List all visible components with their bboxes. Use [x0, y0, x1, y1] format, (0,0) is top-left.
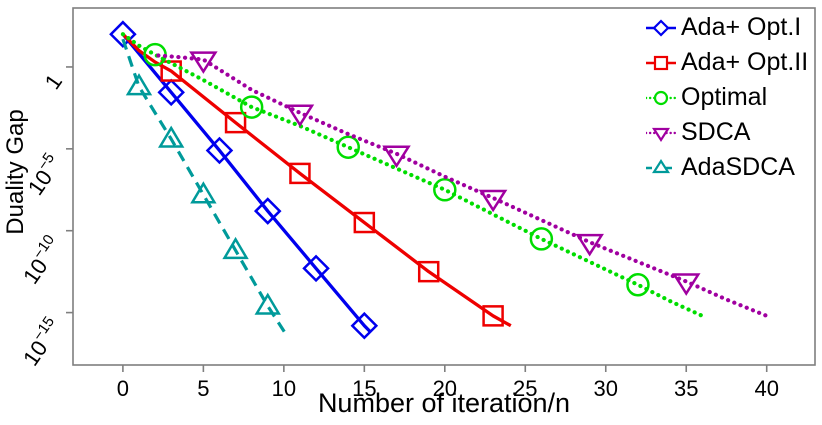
triangle-down-marker [382, 145, 411, 169]
series-optimal [120, 32, 705, 318]
triangle-down-marker [575, 233, 604, 257]
y-axis-title: Duality Gap [2, 109, 29, 235]
triangle-up-marker [157, 125, 185, 148]
series-line-ada-opt-i [121, 33, 372, 334]
circle-marker [433, 178, 457, 202]
legend-label: AdaSDCA [681, 153, 795, 181]
diamond-marker [350, 311, 379, 340]
legend-item-ada-opt-i: Ada+ Opt.I [646, 12, 808, 43]
legend-item-optimal: Optimal [646, 82, 808, 113]
series-line-sdca [156, 53, 769, 318]
triangle-up-marker [222, 236, 249, 260]
square-marker [289, 162, 311, 185]
legend-item-ada-opt-ii: Ada+ Opt.II [646, 47, 808, 78]
x-tick-label: 15 [352, 376, 376, 401]
x-tick-label: 40 [754, 376, 778, 401]
series-ada-opt-i [109, 20, 379, 340]
diamond-marker [109, 20, 137, 48]
series-adasdca [121, 38, 288, 336]
triangle-down-legend-icon [646, 127, 676, 142]
series-line-optimal [120, 32, 705, 318]
plot-frame [72, 7, 816, 366]
diamond-marker [253, 197, 282, 225]
diamond-marker [157, 78, 185, 107]
circle-marker [529, 227, 554, 251]
square-marker [224, 111, 247, 134]
x-axis-ticks: 0 5 10 15 20 25 30 35 40 [117, 365, 779, 401]
triangle-up-marker [125, 73, 153, 96]
legend-label: Ada+ Opt.II [681, 48, 809, 76]
circle-marker [239, 95, 264, 119]
triangle-down-marker [478, 189, 508, 213]
x-tick-label: 30 [594, 376, 618, 401]
series-ada-opt-ii [121, 33, 512, 328]
triangle-down-marker [671, 273, 701, 296]
y-tick-label: 10−15 [16, 313, 68, 370]
x-tick-label: 35 [674, 376, 698, 401]
diamond-legend-icon [646, 18, 676, 37]
legend-label: SDCA [681, 118, 751, 146]
x-tick-label: 25 [513, 376, 537, 401]
square-marker [417, 260, 440, 283]
legend-item-adasdca: AdaSDCA [646, 152, 808, 183]
series-sdca [156, 51, 769, 318]
diamond-marker [205, 136, 234, 165]
circle-legend-icon [646, 90, 676, 105]
triangle-down-marker [285, 104, 315, 128]
series-line-ada-opt-ii [121, 33, 512, 328]
x-tick-label: 5 [197, 376, 209, 401]
legend: Ada+ Opt.I Ada+ Opt.II Optimal SDCA AdaSDCA [646, 12, 808, 187]
legend-item-sdca: SDCA [646, 117, 808, 148]
circle-marker [336, 135, 360, 159]
triangle-up-marker [190, 181, 217, 204]
square-marker [482, 305, 504, 327]
legend-label: Optimal [681, 83, 768, 111]
triangle-up-legend-icon [646, 158, 676, 173]
x-axis-title: Number of iteration/n [317, 388, 571, 418]
x-tick-label: 0 [117, 376, 129, 401]
y-tick-label: 10−10 [16, 232, 68, 289]
legend-label: Ada+ Opt.I [681, 13, 802, 41]
triangle-up-marker [254, 292, 281, 315]
square-marker [160, 60, 182, 82]
x-tick-label: 10 [272, 376, 296, 401]
square-legend-icon [646, 55, 676, 70]
square-marker [353, 211, 376, 234]
circle-marker [626, 273, 650, 297]
triangle-down-marker [189, 51, 218, 74]
x-tick-label: 20 [433, 376, 457, 401]
diamond-marker [302, 254, 330, 283]
y-tick-label: 1 [40, 69, 68, 93]
